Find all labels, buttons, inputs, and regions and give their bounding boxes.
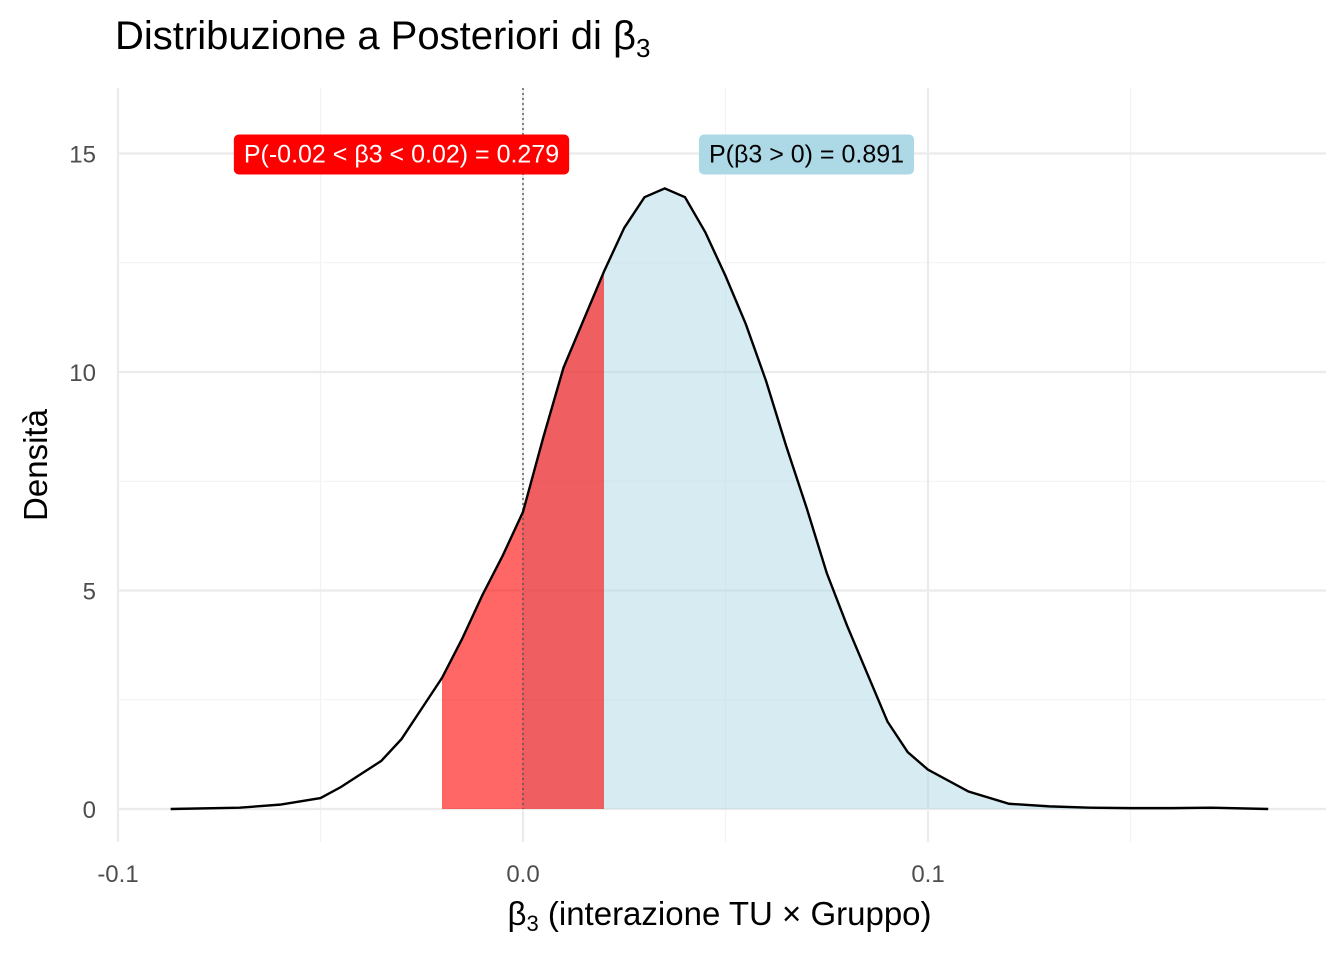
y-tick-label: 10 (69, 360, 96, 387)
x-tick-label: -0.1 (97, 861, 138, 888)
chart-title-subscript: 3 (636, 33, 651, 63)
y-axis-ticks: 0 5 10 15 (69, 142, 96, 825)
probability-annotations: P(-0.02 < β3 < 0.02) = 0.279 P(β3 > 0) = … (233, 134, 915, 175)
x-axis-label: β3 (interazione TU × Gruppo) (0, 895, 1344, 937)
y-tick-label: 0 (83, 797, 96, 824)
y-axis-label: Densità (17, 409, 54, 521)
rope-probability-area (442, 271, 604, 809)
annotation-label: P(β3 > 0) = 0.891 (698, 134, 915, 175)
x-axis-label-subscript: 3 (526, 911, 539, 936)
density-curve (170, 187, 1269, 811)
annotation-text: P(β3 > 0) = 0.891 (709, 141, 904, 169)
annotation-label: P(-0.02 < β3 < 0.02) = 0.279 (233, 134, 570, 175)
positive-probability-area (523, 188, 1269, 809)
x-axis-label-symbol: β (507, 895, 527, 932)
x-axis-ticks: -0.1 0.0 0.1 (97, 861, 944, 888)
y-tick-label: 5 (83, 579, 96, 606)
x-tick-label: 0.0 (506, 861, 539, 888)
annotation-text: P(-0.02 < β3 < 0.02) = 0.279 (244, 141, 559, 169)
x-tick-label: 0.1 (911, 861, 944, 888)
annotation-background (698, 134, 915, 175)
y-tick-label: 15 (69, 142, 96, 169)
shaded-regions (442, 188, 1269, 809)
chart-title: Distribuzione a Posteriori di β3 (115, 14, 650, 64)
chart-title-text: Distribuzione a Posteriori di β (115, 14, 636, 58)
x-axis-label-text: (interazione TU × Gruppo) (538, 895, 932, 932)
annotation-background (233, 134, 570, 175)
